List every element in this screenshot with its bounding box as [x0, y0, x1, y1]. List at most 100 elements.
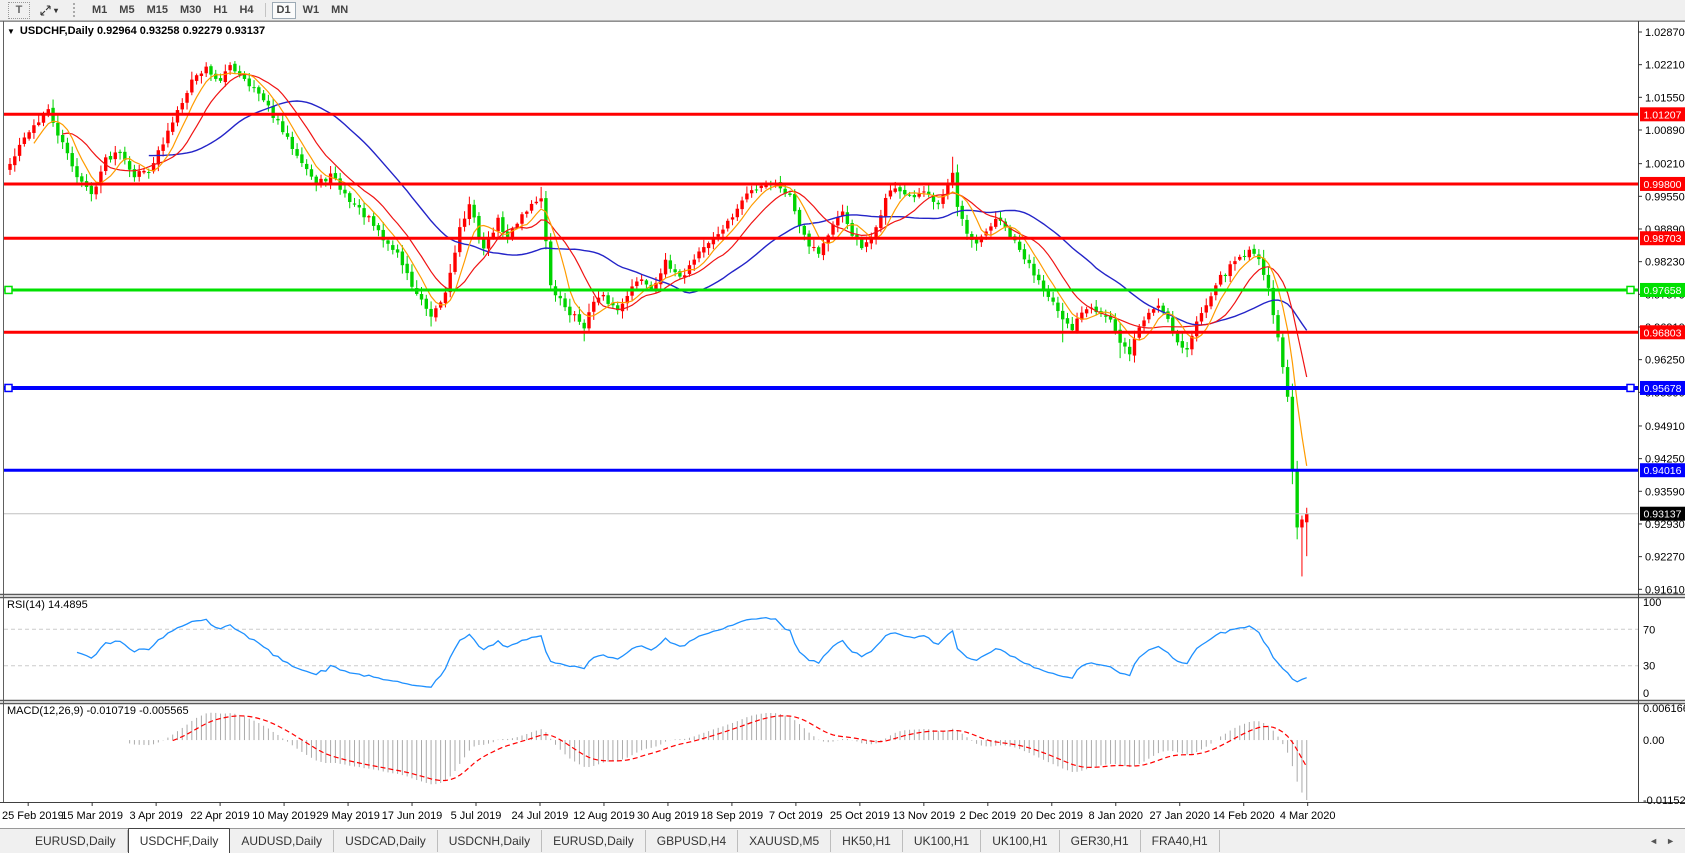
tab-eurusd-daily[interactable]: EURUSD,Daily — [542, 830, 646, 852]
tab-uk100-h1[interactable]: UK100,H1 — [903, 830, 982, 852]
svg-text:1.02870: 1.02870 — [1645, 27, 1685, 39]
date-label: 2 Dec 2019 — [960, 810, 1016, 822]
svg-text:0.92930: 0.92930 — [1645, 519, 1685, 531]
timeframe-MN-button[interactable]: MN — [331, 4, 349, 16]
svg-text:0.94910: 0.94910 — [1645, 421, 1685, 433]
svg-text:1.00890: 1.00890 — [1645, 125, 1685, 137]
svg-text:0.92270: 0.92270 — [1645, 552, 1685, 564]
tab-scroll-controls: ◄ ► — [1649, 836, 1685, 846]
tab-audusd-daily[interactable]: AUDUSD,Daily — [230, 830, 335, 852]
rsi-indicator-label: RSI(14) 14.4895 — [7, 599, 88, 611]
date-label: 10 May 2019 — [252, 810, 316, 822]
date-label: 13 Nov 2019 — [893, 810, 955, 822]
chart-title-text: USDCHF,Daily 0.92964 0.93258 0.92279 0.9… — [19, 25, 266, 37]
price-box-label: 0.95678 — [1644, 383, 1682, 395]
date-label: 18 Sep 2019 — [701, 810, 763, 822]
date-label: 12 Aug 2019 — [573, 810, 635, 822]
tab-eurusd-daily[interactable]: EURUSD,Daily — [24, 830, 128, 852]
tab-xauusd-m5[interactable]: XAUUSD,M5 — [738, 830, 832, 852]
date-label: 7 Oct 2019 — [769, 810, 823, 822]
tool-dropdown-caret-icon[interactable]: ▾ — [54, 5, 59, 15]
tab-uk100-h1[interactable]: UK100,H1 — [981, 830, 1060, 852]
cursor-tool-button[interactable]: ▾ — [34, 2, 63, 19]
date-label: 29 May 2019 — [316, 810, 380, 822]
tab-usdcnh-daily[interactable]: USDCNH,Daily — [438, 830, 543, 852]
tab-ger30-h1[interactable]: GER30,H1 — [1060, 830, 1141, 852]
top-toolbar: T ▾ M1 M5 M15 M30 H1 H4 D1 W1 MN — [0, 0, 1685, 21]
tab-fra40-h1[interactable]: FRA40,H1 — [1141, 830, 1220, 852]
line-handle[interactable] — [4, 285, 13, 295]
rsi-line — [76, 616, 1307, 688]
date-label: 20 Dec 2019 — [1021, 810, 1083, 822]
svg-text:70: 70 — [1643, 624, 1655, 636]
svg-text:0.99550: 0.99550 — [1645, 191, 1685, 203]
price-box-label: 1.01207 — [1644, 109, 1682, 121]
price-box-label: 0.94016 — [1644, 465, 1682, 477]
svg-text:0: 0 — [1643, 688, 1649, 700]
timeframe-W1-button[interactable]: W1 — [302, 4, 320, 16]
macd-indicator-label: MACD(12,26,9) -0.010719 -0.005565 — [7, 705, 189, 717]
line-handle[interactable] — [1626, 285, 1635, 295]
price-box-label: 0.98703 — [1644, 233, 1682, 245]
date-label: 25 Feb 2019 — [2, 810, 64, 822]
svg-text:0.006166: 0.006166 — [1643, 703, 1685, 715]
date-label: 4 Mar 2020 — [1280, 810, 1336, 822]
svg-text:1.00210: 1.00210 — [1645, 159, 1685, 171]
toolbar-grip[interactable] — [73, 3, 79, 17]
date-label: 14 Feb 2020 — [1213, 810, 1275, 822]
date-label: 24 Jul 2019 — [512, 810, 569, 822]
date-label: 25 Oct 2019 — [830, 810, 890, 822]
toolbar-separator — [264, 3, 266, 17]
chart-title: ▼ USDCHF,Daily 0.92964 0.93258 0.92279 0… — [7, 25, 265, 37]
tabs-strip: EURUSD,Daily USDCHF,Daily AUDUSD,Daily USDC… — [24, 828, 1220, 853]
axis-labels: 1.02870 1.02210 1.01550 1.00890 1.00210 0.995… — [2, 27, 1685, 822]
panel-frames — [0, 21, 1685, 853]
horizontal-level-lines[interactable] — [4, 112, 1638, 515]
date-label: 8 Jan 2020 — [1089, 810, 1143, 822]
collapse-triangle-icon[interactable]: ▼ — [7, 26, 15, 36]
tab-hk50-h1[interactable]: HK50,H1 — [831, 830, 903, 852]
svg-text:0.98230: 0.98230 — [1645, 257, 1685, 269]
moving-average-6 — [33, 72, 1308, 466]
date-label: 15 Mar 2019 — [61, 810, 123, 822]
timeframe-H4-button[interactable]: H4 — [239, 4, 254, 16]
svg-text:0.93590: 0.93590 — [1645, 486, 1685, 498]
tab-usdcad-daily[interactable]: USDCAD,Daily — [334, 830, 438, 852]
line-handle[interactable] — [1626, 383, 1635, 393]
tab-scroll-left-icon[interactable]: ◄ — [1649, 836, 1659, 846]
timeframe-H1-button[interactable]: H1 — [213, 4, 228, 16]
timeframe-M5-button[interactable]: M5 — [119, 4, 135, 16]
svg-text:-0.011523: -0.011523 — [1643, 795, 1685, 807]
date-label: 22 Apr 2019 — [190, 810, 249, 822]
svg-text:30: 30 — [1643, 661, 1655, 673]
date-label: 27 Jan 2020 — [1149, 810, 1210, 822]
timeframe-button-group: M1 M5 M15 M30 H1 H4 D1 W1 MN — [86, 1, 354, 19]
macd-signal-line — [172, 715, 1308, 782]
price-box-label: 0.97658 — [1644, 285, 1682, 297]
line-handle[interactable] — [4, 383, 13, 393]
date-label: 5 Jul 2019 — [451, 810, 502, 822]
moving-average-30 — [148, 100, 1308, 331]
timeframe-M30-button[interactable]: M30 — [179, 4, 202, 16]
symbol-tab-bar: EURUSD,Daily USDCHF,Daily AUDUSD,Daily USDC… — [0, 828, 1685, 853]
date-label: 3 Apr 2019 — [130, 810, 183, 822]
timeframe-D1-button[interactable]: D1 — [271, 1, 296, 19]
tab-gbpusd-h4[interactable]: GBPUSD,H4 — [646, 830, 739, 852]
price-box-label: 0.96803 — [1644, 327, 1682, 339]
timeframe-M15-button[interactable]: M15 — [146, 4, 168, 16]
timeframe-M1-button[interactable]: M1 — [92, 4, 108, 16]
date-label: 30 Aug 2019 — [637, 810, 699, 822]
price-box-label: 0.99800 — [1644, 179, 1682, 191]
svg-text:1.01550: 1.01550 — [1645, 92, 1685, 104]
svg-text:0.96250: 0.96250 — [1645, 355, 1685, 367]
tab-scroll-right-icon[interactable]: ► — [1666, 836, 1675, 846]
svg-text:1.02210: 1.02210 — [1645, 60, 1685, 72]
diagonal-arrows-icon — [40, 4, 51, 16]
tabbar-spacer — [0, 829, 24, 853]
moving-average-12 — [62, 73, 1308, 378]
svg-text:0.94250: 0.94250 — [1645, 454, 1685, 466]
date-label: 17 Jun 2019 — [382, 810, 443, 822]
text-label-tool-button[interactable]: T — [8, 1, 30, 19]
tab-usdchf-daily[interactable]: USDCHF,Daily — [127, 828, 231, 853]
